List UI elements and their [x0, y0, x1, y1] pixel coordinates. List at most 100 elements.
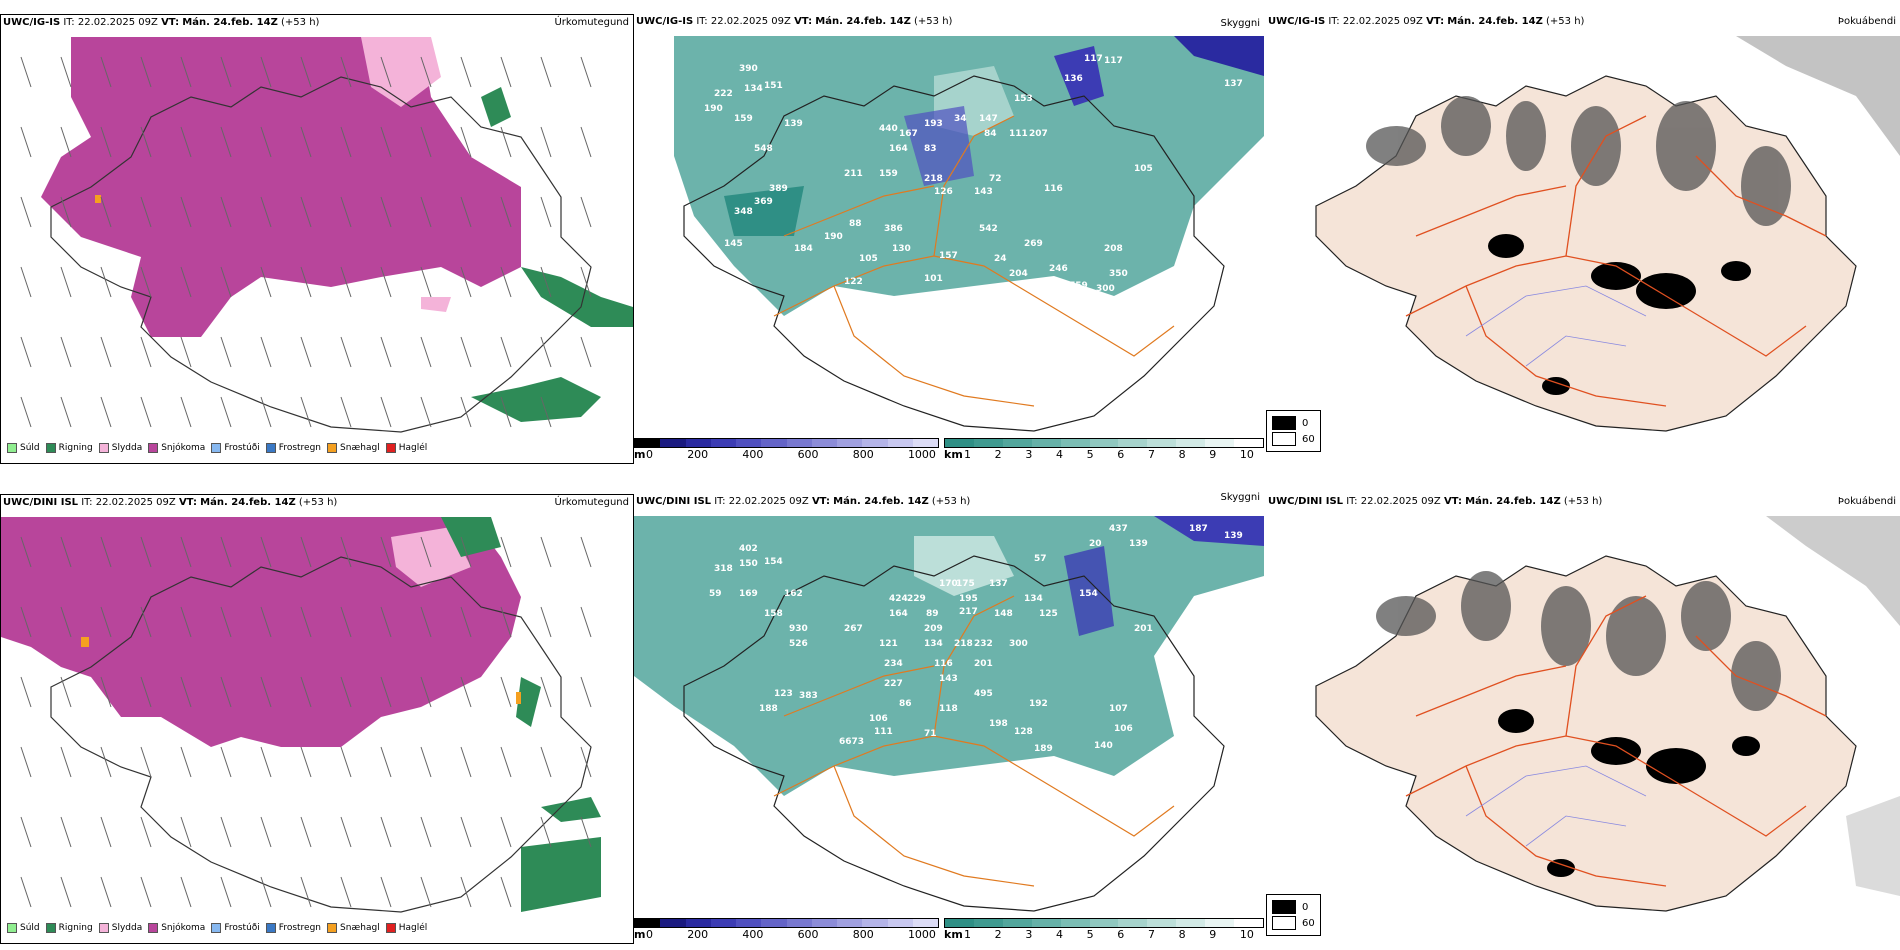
vis-value: 207 — [1029, 129, 1048, 139]
vis-value: 389 — [769, 184, 788, 194]
vis-value: 139 — [784, 119, 803, 129]
vis-value: 175 — [956, 579, 975, 589]
visibility-panel-top: UWC/IG-IS IT: 22.02.2025 09Z VT: Mán. 24… — [634, 14, 1264, 462]
vis-value: 190 — [824, 232, 843, 242]
vis-value: 154 — [1079, 589, 1098, 599]
cbar-cell — [736, 919, 762, 927]
fog-key-row: 0 — [1272, 416, 1315, 430]
vis-value: 227 — [884, 679, 903, 689]
height-colorbar-top: m 0 200 400 600 800 1000 — [634, 438, 939, 462]
height-unit: m — [634, 448, 646, 461]
cbar-cell — [1002, 919, 1032, 927]
vis-value: 318 — [714, 564, 733, 574]
vis-value: 157 — [939, 251, 958, 261]
cbar-cell — [1147, 919, 1177, 927]
vis-value: 105 — [859, 254, 878, 264]
cbar-cell — [1234, 439, 1263, 447]
vis-value: 159 — [879, 169, 898, 179]
vis-colorbar-top: km 1 2 3 4 5 6 7 8 9 10 — [944, 438, 1264, 462]
vis-value: 548 — [754, 144, 773, 154]
height-cbar — [634, 918, 939, 928]
precip-map — [1, 517, 633, 917]
vis-value: 229 — [907, 594, 926, 604]
vis-value: 71 — [924, 729, 937, 739]
legend-swatch — [7, 923, 17, 933]
legend-item: Slydda — [98, 923, 142, 933]
fog-key-swatch — [1272, 432, 1296, 446]
height-ticks: 0 200 400 600 800 1000 — [646, 928, 936, 941]
vis-value: 121 — [879, 639, 898, 649]
vis-value: 190 — [704, 104, 723, 114]
legend-swatch — [211, 923, 222, 933]
cbar-cell — [1031, 919, 1061, 927]
legend-item: Snæhagl — [327, 923, 380, 933]
vis-value: 125 — [1039, 609, 1058, 619]
panel-title: UWC/DINI ISL IT: 22.02.2025 09Z VT: Mán.… — [3, 497, 338, 508]
cbar-cell — [1118, 439, 1148, 447]
height-colorbar-bottom: m 0 200 400 600 800 1000 — [634, 918, 939, 942]
vis-value: 147 — [979, 114, 998, 124]
vis-value: 495 — [974, 689, 993, 699]
cbar-cell — [945, 919, 974, 927]
legend-item: Súld — [7, 443, 40, 453]
vis-value: 89 — [926, 609, 939, 619]
cbar-cell — [710, 919, 736, 927]
fog-panel-bottom: UWC/DINI ISL IT: 22.02.2025 09Z VT: Mán.… — [1266, 494, 1900, 942]
vis-value: 269 — [1024, 239, 1043, 249]
panel-title: UWC/IG-IS IT: 22.02.2025 09Z VT: Mán. 24… — [636, 16, 953, 27]
cbar-cell — [1089, 439, 1119, 447]
vis-value: 158 — [764, 609, 783, 619]
vis-value: 83 — [924, 144, 937, 154]
vis-value: 20 — [1089, 539, 1102, 549]
legend-swatch — [98, 443, 109, 453]
legend-item: Snjókoma — [148, 923, 205, 933]
vis-value: 6673 — [839, 737, 864, 747]
legend-item: Snjókoma — [148, 443, 205, 453]
cbar-cell — [786, 439, 812, 447]
vis-value: 118 — [939, 704, 958, 714]
vis-value: 57 — [1034, 554, 1047, 564]
legend-swatch — [45, 923, 56, 933]
fog-map — [1266, 516, 1900, 916]
vis-value: 106 — [1114, 724, 1133, 734]
visibility-panel-bottom: UWC/DINI ISL IT: 22.02.2025 09Z VT: Mán.… — [634, 492, 1264, 942]
fog-map — [1266, 36, 1900, 436]
vis-value: 139 — [1224, 531, 1243, 541]
legend-swatch — [265, 923, 276, 933]
cbar-cell — [736, 439, 762, 447]
vis-value: 930 — [789, 624, 808, 634]
fog-key: 0 60 — [1266, 410, 1321, 452]
vis-cbar — [944, 438, 1264, 448]
vis-value: 217 — [959, 607, 978, 617]
vis-value: 84 — [984, 129, 997, 139]
vis-value: 130 — [892, 244, 911, 254]
vis-value: 189 — [1034, 744, 1053, 754]
legend-item: Slydda — [98, 443, 142, 453]
vis-value: 154 — [764, 557, 783, 567]
visibility-map: 402 154 318 150 169 162 59 158 930 526 2… — [634, 516, 1264, 916]
cbar-cell — [1234, 919, 1263, 927]
precip-map — [1, 37, 633, 437]
cbar-cell — [635, 919, 661, 927]
cbar-cell — [862, 439, 888, 447]
legend-swatch — [265, 443, 276, 453]
precip-panel-top: UWC/IG-IS IT: 22.02.2025 09Z VT: Mán. 24… — [0, 14, 634, 464]
vis-value: 126 — [934, 187, 953, 197]
cbar-cell — [887, 919, 913, 927]
fog-key-swatch — [1272, 916, 1296, 930]
vis-value: 222 — [714, 89, 733, 99]
vis-value: 106 — [869, 714, 888, 724]
fog-key-swatch — [1272, 900, 1296, 914]
vis-value: 117 — [1084, 54, 1103, 64]
precip-legend: Súld Rigning Slydda Snjókoma Frostúði Fr… — [7, 923, 428, 933]
vis-value: 143 — [974, 187, 993, 197]
vis-value: 111 — [874, 727, 893, 737]
legend-swatch — [148, 443, 159, 453]
vis-value: 88 — [906, 399, 919, 409]
legend-item: Frostregn — [265, 923, 321, 933]
fog-key-row: 0 — [1272, 900, 1315, 914]
height-cbar — [634, 438, 939, 448]
legend-swatch — [98, 923, 109, 933]
cbar-cell — [1176, 919, 1206, 927]
cbar-cell — [685, 919, 711, 927]
